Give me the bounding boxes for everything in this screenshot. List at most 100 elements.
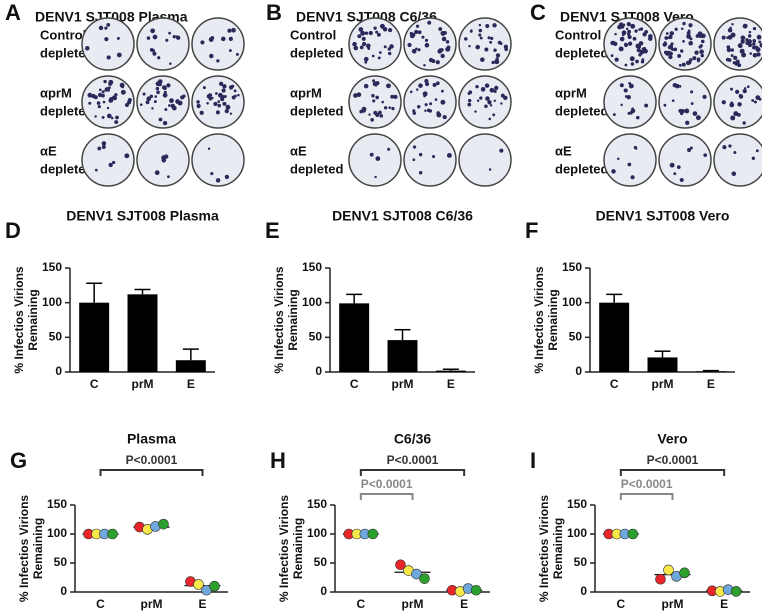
plaque-dot xyxy=(758,40,762,44)
plaque-dot xyxy=(228,36,233,41)
x-tick-label: prM xyxy=(141,597,163,611)
x-tick-label: prM xyxy=(392,377,414,391)
x-tick-label: C xyxy=(356,597,365,611)
plaque-dot xyxy=(493,48,497,52)
y-tick-label: 150 xyxy=(562,260,582,274)
p-value: P<0.0001 xyxy=(126,453,178,467)
y-tick-label: 0 xyxy=(55,364,62,378)
plaque-dot xyxy=(485,96,490,101)
x-tick-label: E xyxy=(720,597,728,611)
plaque-dot xyxy=(152,51,157,56)
plaque-dot xyxy=(156,90,160,95)
plaque-dot xyxy=(98,25,104,31)
plaque-dot xyxy=(412,111,416,115)
plaque-dot xyxy=(120,89,126,95)
plaque-dot xyxy=(438,27,443,31)
plaque-dot xyxy=(172,35,176,39)
plaque-dot xyxy=(484,104,488,109)
plaque-dot xyxy=(417,105,421,109)
plaque-dot xyxy=(699,49,704,55)
panel-title: DENV1 SJT008 Plasma xyxy=(35,9,188,25)
plaque-dot xyxy=(167,175,170,179)
plaque-well xyxy=(658,75,712,129)
plaque-dot xyxy=(692,111,698,116)
bar xyxy=(599,302,630,372)
x-tick-label: E xyxy=(198,597,206,611)
plaque-dot xyxy=(737,102,742,107)
plaque-dot xyxy=(208,93,213,98)
plaque-dot xyxy=(196,103,201,109)
plaque-dot xyxy=(364,60,368,64)
plaque-dot xyxy=(124,153,130,159)
plaque-dot xyxy=(752,42,756,46)
plaque-dot xyxy=(162,120,168,126)
plaque-dot xyxy=(695,115,701,121)
plaque-dot xyxy=(634,29,638,33)
y-axis-label: Remaining xyxy=(291,518,305,579)
plaque-dot xyxy=(686,34,691,39)
bar xyxy=(647,357,678,372)
data-point xyxy=(470,584,482,596)
plaque-dot xyxy=(383,106,388,110)
plaque-dot xyxy=(375,95,379,100)
plaque-dot xyxy=(500,102,503,105)
plaque-dot xyxy=(116,36,120,40)
plaque-dot xyxy=(726,47,732,53)
plaque-dot xyxy=(202,86,206,90)
plaque-dot xyxy=(629,56,635,62)
plaque-dot xyxy=(101,115,105,119)
plaque-dot xyxy=(142,92,146,96)
plaque-dot xyxy=(632,36,637,41)
plaque-dot xyxy=(752,45,756,50)
plaque-dot xyxy=(752,53,758,58)
row-label: depleted xyxy=(40,161,94,176)
row-label: Control xyxy=(290,27,336,42)
plaque-dot xyxy=(435,81,440,86)
y-tick-label: 0 xyxy=(320,584,327,598)
plaque-dot xyxy=(685,60,691,66)
plaque-dot xyxy=(139,103,143,106)
plaque-dot xyxy=(182,94,186,98)
plaque-dot xyxy=(722,145,727,150)
x-tick-label: C xyxy=(96,597,105,611)
plaque-dot xyxy=(387,47,392,51)
plaque-dot xyxy=(196,100,200,104)
x-tick-label: prM xyxy=(132,377,154,391)
data-point xyxy=(627,528,639,540)
plaque-dot xyxy=(390,94,395,99)
plaque-dot xyxy=(493,99,497,103)
plaque-dot xyxy=(175,99,180,103)
plaque-dot xyxy=(146,36,151,40)
x-tick-label: C xyxy=(616,597,625,611)
plaque-dot xyxy=(224,108,229,114)
row-label: Control xyxy=(555,27,601,42)
data-point xyxy=(663,564,674,576)
plaque-dot xyxy=(735,89,740,94)
plaque-dot xyxy=(676,165,681,170)
x-tick-label: prM xyxy=(652,377,674,391)
plaque-dot xyxy=(108,162,113,168)
plaque-dot xyxy=(443,30,447,35)
plaque-dot xyxy=(432,82,437,88)
plaque-dot xyxy=(690,90,694,94)
plaque-dot xyxy=(121,85,125,89)
plaque-dot xyxy=(372,99,376,103)
plaque-dot xyxy=(115,115,119,120)
plaque-dot xyxy=(356,92,362,98)
plaque-dot xyxy=(741,52,747,58)
plaque-dot xyxy=(386,83,391,89)
plaque-dot xyxy=(630,175,635,180)
plaque-dot xyxy=(488,117,492,121)
plaque-dot xyxy=(467,102,472,107)
plaque-well xyxy=(348,17,402,71)
bar xyxy=(175,360,206,372)
plaque-dot xyxy=(221,36,226,42)
plaque-dot xyxy=(669,162,675,168)
x-tick-label: C xyxy=(90,377,99,391)
plaque-dot xyxy=(637,44,641,49)
significance-bracket xyxy=(619,493,674,500)
plaque-dot xyxy=(474,110,477,113)
plaque-dot xyxy=(206,101,209,105)
y-tick-label: 150 xyxy=(47,497,67,511)
